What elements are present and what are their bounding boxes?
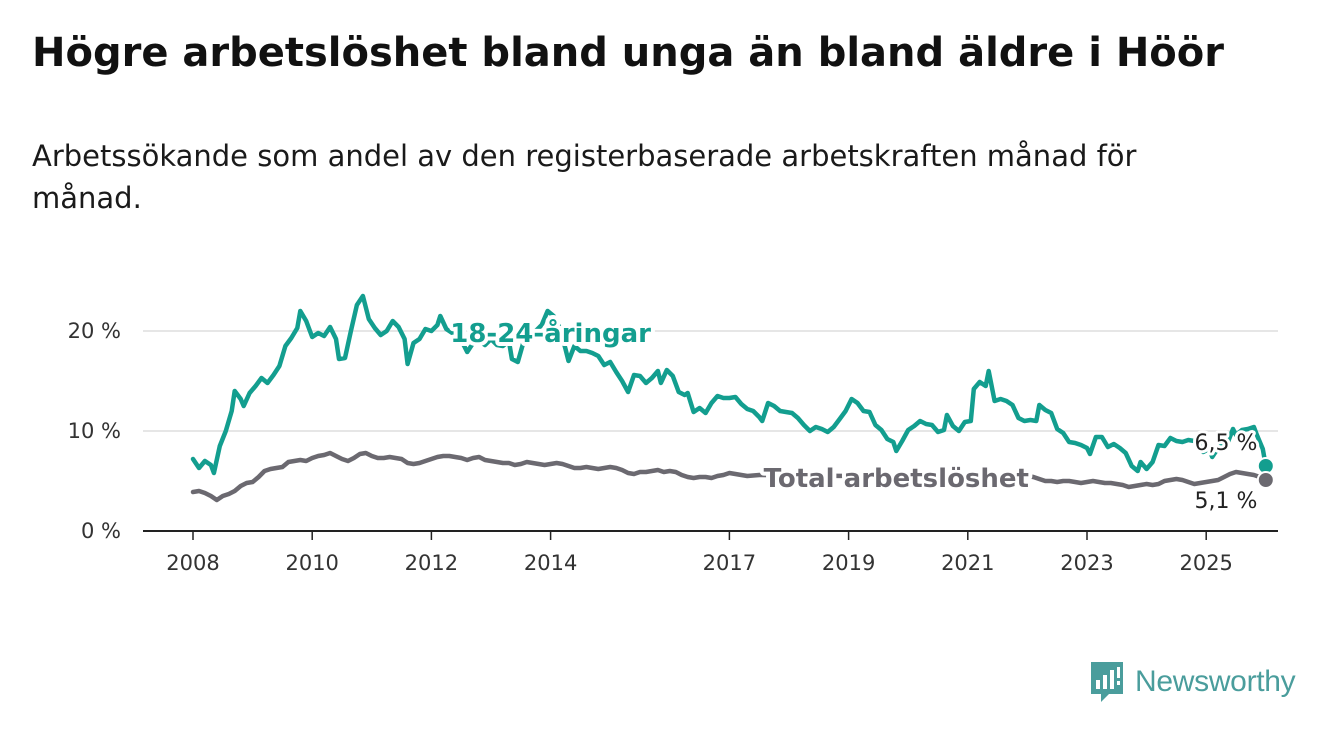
x-tick-label: 2025 xyxy=(1179,551,1232,575)
y-axis-ticks: 0 % 10 % 20 % xyxy=(68,319,121,543)
x-tick-label: 2017 xyxy=(703,551,756,575)
series-line xyxy=(190,450,1269,503)
brand-name: Newsworthy xyxy=(1135,665,1296,698)
series-label: 18-24-åringar xyxy=(450,317,651,349)
series-label-halo: 18-24-åringar xyxy=(450,317,651,349)
end-marker xyxy=(1256,471,1275,489)
end-value-markers: 6,5 %6,5 %5,1 %5,1 % xyxy=(1192,428,1275,517)
series-line xyxy=(190,293,1269,476)
x-tick-label: 2010 xyxy=(285,551,338,575)
x-tick-label: 2012 xyxy=(405,551,458,575)
series-label: Total arbetslöshet xyxy=(764,464,1029,494)
x-tick-label: 2008 xyxy=(166,551,219,575)
page-subtitle: Arbetssökande som andel av den registerb… xyxy=(32,139,1137,215)
series-label-halo: Total arbetslöshet xyxy=(764,464,1029,494)
end-value-halo: 5,1 % xyxy=(1195,489,1258,514)
y-tick-label: 20 % xyxy=(68,319,121,343)
x-tick-label: 2014 xyxy=(524,551,577,575)
series-lines xyxy=(190,293,1269,503)
end-value-halo: 6,5 % xyxy=(1195,431,1258,456)
bar-chart-speech-bubble-icon xyxy=(1091,662,1123,702)
x-tick-label: 2019 xyxy=(822,551,875,575)
x-tick-label: 2023 xyxy=(1060,551,1113,575)
y-tick-label: 0 % xyxy=(81,519,121,543)
end-value-label: 6,5 % xyxy=(1195,431,1258,456)
y-tick-label: 10 % xyxy=(68,419,121,443)
x-tick-label: 2021 xyxy=(941,551,994,575)
x-axis-ticks: 2008 2010 2012 2014 2017 2019 2021 2023 2025 xyxy=(166,531,1233,575)
page-title: Högre arbetslöshet bland unga än bland ä… xyxy=(32,30,1224,76)
end-value-label: 5,1 % xyxy=(1195,489,1258,514)
newsworthy-logo: Newsworthy xyxy=(1089,660,1296,704)
gridlines xyxy=(143,330,1278,432)
